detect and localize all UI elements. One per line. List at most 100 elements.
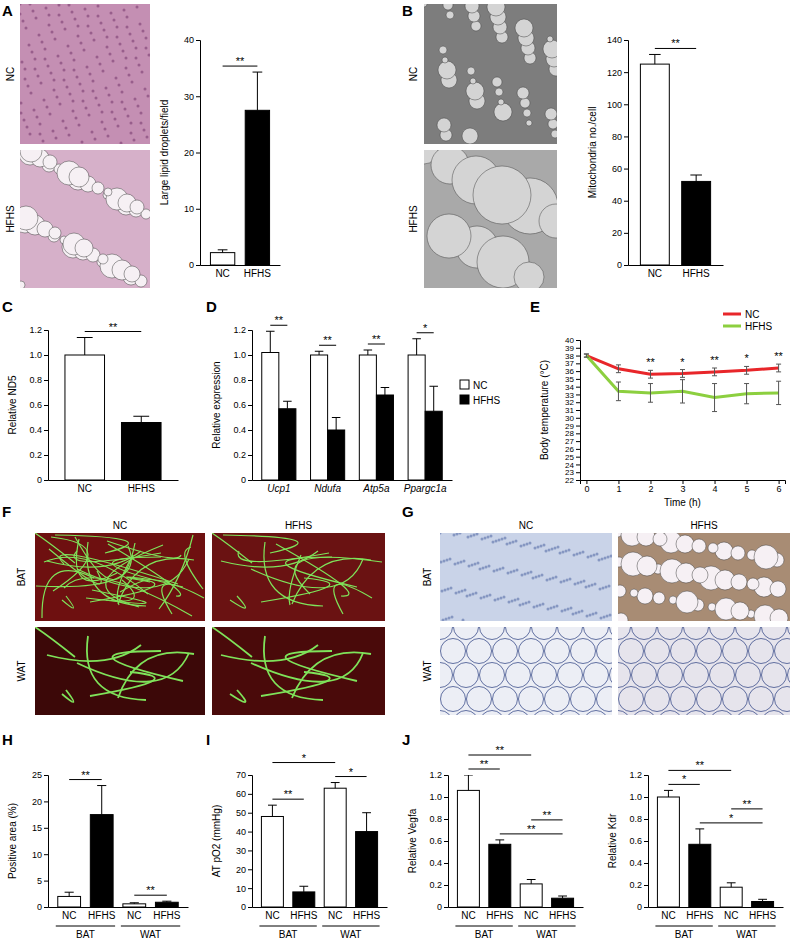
texture bbox=[533, 606, 536, 609]
y-tick-mark bbox=[624, 169, 628, 170]
texture bbox=[448, 617, 451, 620]
row-label: NC bbox=[408, 67, 419, 81]
plot-area bbox=[640, 54, 710, 265]
texture bbox=[62, 596, 74, 608]
texture bbox=[561, 610, 564, 613]
texture bbox=[467, 536, 470, 539]
bar bbox=[279, 409, 296, 480]
y-tick-label: 0.8 bbox=[29, 375, 42, 385]
texture bbox=[600, 617, 603, 620]
bar bbox=[123, 904, 146, 907]
texture bbox=[594, 583, 597, 586]
y-tick: 25 bbox=[32, 770, 48, 780]
texture bbox=[101, 111, 104, 114]
x-axis: NCHFHSNCHFHS bbox=[649, 907, 784, 921]
micrograph bbox=[440, 533, 612, 621]
texture bbox=[98, 254, 108, 264]
x-axis: NCHFHS bbox=[201, 265, 281, 279]
texture bbox=[513, 570, 516, 573]
y-tick-mark bbox=[248, 850, 252, 851]
y-tick: 20 bbox=[32, 797, 48, 807]
bar bbox=[359, 355, 376, 480]
texture bbox=[537, 546, 540, 549]
texture bbox=[532, 577, 535, 580]
bar bbox=[520, 884, 542, 907]
y-tick-label: 35 bbox=[565, 375, 574, 384]
group-line bbox=[121, 926, 180, 927]
texture bbox=[444, 589, 447, 592]
texture bbox=[230, 690, 246, 702]
y-tick: 0 bbox=[189, 260, 200, 270]
texture bbox=[441, 639, 466, 664]
column-label: NC bbox=[519, 520, 533, 531]
y-tick-label: 0 bbox=[241, 475, 246, 485]
texture bbox=[238, 551, 329, 562]
texture bbox=[788, 711, 791, 716]
texture bbox=[487, 4, 505, 16]
y-tick-mark bbox=[576, 457, 580, 458]
y-tick-mark bbox=[196, 265, 200, 266]
x-tick: 0 bbox=[584, 480, 589, 494]
y-tick-label: 40 bbox=[565, 336, 574, 345]
y-tick-mark bbox=[444, 775, 448, 776]
y-tick: 0.4 bbox=[429, 858, 448, 868]
y-tick-mark bbox=[624, 72, 628, 73]
y-tick-mark bbox=[444, 819, 448, 820]
texture bbox=[498, 539, 501, 542]
texture bbox=[64, 28, 67, 31]
x-axis-line bbox=[649, 907, 784, 908]
texture bbox=[441, 687, 466, 712]
texture bbox=[559, 552, 562, 555]
x-axis: NCHFHSNCHFHS bbox=[449, 907, 584, 921]
texture bbox=[692, 539, 706, 553]
texture bbox=[586, 615, 589, 618]
significance-label: ** bbox=[275, 314, 284, 326]
texture bbox=[497, 598, 500, 601]
bar bbox=[552, 898, 574, 907]
texture bbox=[32, 10, 35, 13]
texture bbox=[558, 663, 583, 688]
error-bar bbox=[162, 901, 171, 902]
row-label: WAT bbox=[16, 660, 27, 681]
texture bbox=[132, 40, 135, 43]
texture bbox=[472, 593, 475, 596]
texture bbox=[473, 534, 476, 537]
texture bbox=[500, 597, 503, 600]
texture bbox=[445, 618, 448, 621]
y-tick-mark bbox=[248, 480, 252, 481]
error-bar bbox=[362, 813, 371, 832]
y-tick: 70 bbox=[236, 770, 252, 780]
y-tick-label: 60 bbox=[236, 789, 246, 799]
texture bbox=[116, 26, 119, 29]
y-tick: 80 bbox=[612, 132, 628, 142]
y-tick: 1.0 bbox=[429, 792, 448, 802]
texture bbox=[517, 598, 520, 601]
texture bbox=[458, 591, 461, 594]
bar bbox=[425, 411, 442, 480]
x-tick: NC bbox=[265, 907, 279, 921]
texture bbox=[125, 57, 128, 60]
significance-label: ** bbox=[372, 333, 381, 345]
y-tick: 1.0 bbox=[29, 350, 48, 360]
y-tick-mark bbox=[576, 441, 580, 442]
significance-label: ** bbox=[774, 350, 783, 362]
texture bbox=[509, 542, 512, 545]
texture bbox=[577, 582, 580, 585]
y-tick: 50 bbox=[236, 808, 252, 818]
texture bbox=[610, 663, 613, 688]
y-axis-line bbox=[576, 341, 581, 481]
significance-label: ** bbox=[696, 759, 705, 771]
legend-swatch bbox=[723, 325, 741, 328]
texture bbox=[131, 81, 134, 84]
y-tick-label: 0.4 bbox=[29, 425, 42, 435]
y-tick-mark bbox=[576, 426, 580, 427]
y-tick-mark bbox=[644, 819, 648, 820]
texture bbox=[582, 551, 585, 554]
texture bbox=[462, 619, 465, 622]
y-tick-label: 10 bbox=[236, 884, 246, 894]
figure: NCHFHSNCHFHSBATWATNCHFHSFBATWATNCHFHSG01… bbox=[0, 0, 795, 951]
texture bbox=[27, 85, 30, 88]
y-tick-mark bbox=[624, 233, 628, 234]
texture bbox=[539, 204, 557, 238]
y-tick-mark bbox=[576, 480, 580, 481]
